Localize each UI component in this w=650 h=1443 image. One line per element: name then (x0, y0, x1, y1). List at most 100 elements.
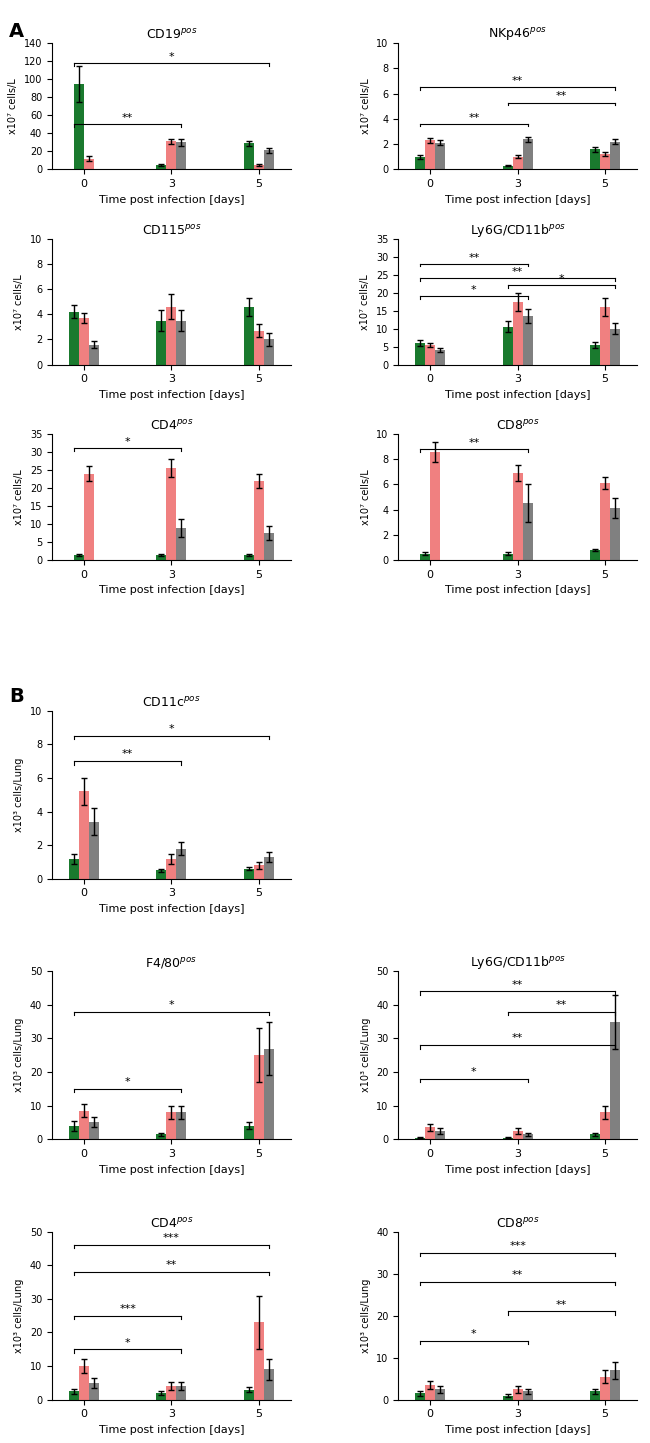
Bar (590, 345, 600, 365)
Text: *: * (471, 1329, 476, 1339)
Bar (523, 504, 532, 560)
Bar (89, 821, 99, 879)
Y-axis label: x10³ cells/Lung: x10³ cells/Lung (14, 1278, 24, 1354)
Bar (610, 141, 620, 169)
Y-axis label: x10⁷ cells/L: x10⁷ cells/L (361, 78, 370, 134)
Bar (69, 312, 79, 365)
Bar (254, 1055, 264, 1139)
Bar (264, 857, 274, 879)
Bar (176, 320, 187, 365)
Bar (157, 1392, 166, 1400)
Text: **: ** (556, 1000, 567, 1010)
Y-axis label: x10³ cells/Lung: x10³ cells/Lung (14, 1017, 24, 1092)
Bar (254, 866, 264, 879)
Bar (244, 1126, 254, 1139)
Bar (176, 1387, 187, 1400)
Bar (176, 528, 187, 560)
Bar (244, 869, 254, 879)
Bar (244, 307, 254, 365)
Title: F4/80$^{pos}$: F4/80$^{pos}$ (146, 955, 198, 971)
Text: *: * (168, 52, 174, 62)
Text: *: * (471, 1066, 476, 1076)
Bar (590, 149, 600, 169)
Bar (176, 143, 187, 169)
Y-axis label: x10⁷ cells/L: x10⁷ cells/L (361, 274, 370, 329)
Bar (166, 1113, 176, 1139)
Bar (244, 143, 254, 169)
Text: **: ** (556, 91, 567, 101)
Title: Ly6G/CD11b$^{pos}$: Ly6G/CD11b$^{pos}$ (470, 222, 566, 238)
Bar (430, 452, 440, 560)
Bar (610, 1371, 620, 1400)
Bar (79, 317, 89, 365)
Bar (69, 859, 79, 879)
Bar (244, 1390, 254, 1400)
Text: **: ** (556, 1300, 567, 1310)
Bar (69, 1126, 79, 1139)
Text: **: ** (512, 1033, 523, 1043)
Text: A: A (9, 22, 24, 40)
Bar (74, 554, 84, 560)
Bar (254, 330, 264, 365)
Bar (415, 343, 425, 365)
Bar (523, 1391, 532, 1400)
X-axis label: Time post infection [days]: Time post infection [days] (445, 195, 590, 205)
Text: **: ** (468, 113, 480, 123)
Text: **: ** (122, 749, 133, 759)
Text: **: ** (122, 113, 133, 123)
X-axis label: Time post infection [days]: Time post infection [days] (99, 1165, 244, 1175)
X-axis label: Time post infection [days]: Time post infection [days] (445, 586, 590, 596)
Text: ***: *** (163, 1234, 180, 1244)
Bar (84, 159, 94, 169)
X-axis label: Time post infection [days]: Time post infection [days] (445, 390, 590, 400)
Bar (513, 1131, 523, 1139)
Bar (435, 1131, 445, 1139)
Title: CD19$^{pos}$: CD19$^{pos}$ (146, 27, 197, 42)
X-axis label: Time post infection [days]: Time post infection [days] (99, 905, 244, 913)
X-axis label: Time post infection [days]: Time post infection [days] (99, 1426, 244, 1434)
Bar (79, 791, 89, 879)
Bar (600, 307, 610, 365)
X-axis label: Time post infection [days]: Time post infection [days] (99, 586, 244, 596)
Text: **: ** (512, 76, 523, 87)
Bar (79, 1111, 89, 1139)
Bar (502, 328, 513, 365)
Title: CD115$^{pos}$: CD115$^{pos}$ (142, 224, 202, 238)
Bar (415, 1137, 425, 1139)
Text: **: ** (166, 1260, 177, 1270)
Bar (89, 345, 99, 365)
Bar (513, 1390, 523, 1400)
Bar (166, 1387, 176, 1400)
X-axis label: Time post infection [days]: Time post infection [days] (99, 390, 244, 400)
Text: *: * (558, 274, 564, 284)
Text: *: * (471, 286, 476, 294)
Bar (166, 307, 176, 365)
Bar (166, 859, 176, 879)
Bar (264, 339, 274, 365)
Bar (415, 1394, 425, 1400)
Bar (157, 165, 166, 169)
Bar (590, 550, 600, 560)
Bar (415, 157, 425, 169)
Bar (264, 1049, 274, 1139)
Bar (435, 1390, 445, 1400)
Bar (610, 508, 620, 560)
Bar (435, 143, 445, 169)
Bar (600, 154, 610, 169)
Bar (89, 1382, 99, 1400)
Bar (166, 141, 176, 169)
Text: *: * (125, 1076, 131, 1087)
Text: *: * (125, 1338, 131, 1348)
Bar (610, 329, 620, 365)
Bar (89, 1123, 99, 1139)
Bar (425, 1127, 435, 1139)
Y-axis label: x10⁷ cells/L: x10⁷ cells/L (14, 274, 25, 329)
Bar (74, 84, 84, 169)
Bar (69, 1391, 79, 1400)
Title: CD8$^{pos}$: CD8$^{pos}$ (496, 418, 540, 433)
Bar (264, 532, 274, 560)
X-axis label: Time post infection [days]: Time post infection [days] (445, 1165, 590, 1175)
Text: ***: *** (119, 1304, 136, 1315)
Bar (600, 1113, 610, 1139)
Bar (254, 481, 264, 560)
